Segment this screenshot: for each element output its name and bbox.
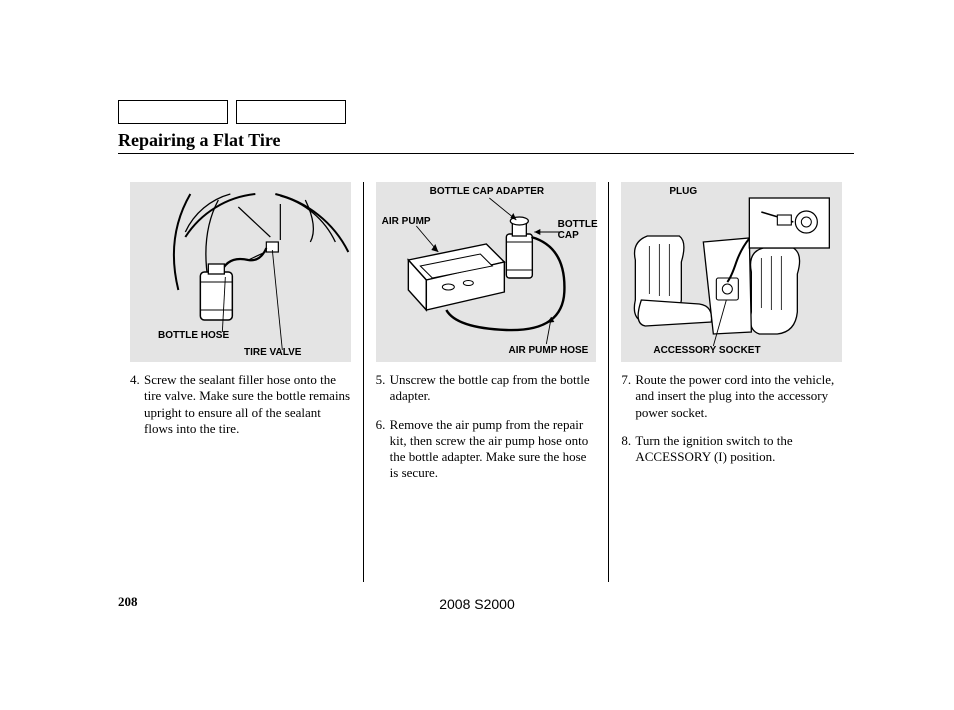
column-1: BOTTLE HOSE TIRE VALVE 4. Screw the seal… (118, 182, 363, 582)
figure-1: BOTTLE HOSE TIRE VALVE (130, 182, 351, 362)
step-5-num: 5. (376, 372, 390, 405)
manual-page: Repairing a Flat Tire (0, 0, 954, 710)
column-3: PLUG ACCESSORY SOCKET 7. Route the power… (608, 182, 854, 582)
figure-3: PLUG ACCESSORY SOCKET (621, 182, 842, 362)
title-rule (118, 153, 854, 154)
step-4-text: Screw the sealant filler hose onto the t… (144, 372, 351, 437)
figure-2-svg (376, 182, 597, 362)
figure-2: BOTTLE CAP ADAPTER AIR PUMP BOTTLE CAP A… (376, 182, 597, 362)
label-bottle-cap-adapter: BOTTLE CAP ADAPTER (430, 186, 544, 197)
step-8-num: 8. (621, 433, 635, 466)
label-accessory-socket: ACCESSORY SOCKET (653, 345, 760, 356)
header-boxes (118, 100, 854, 124)
content-columns: BOTTLE HOSE TIRE VALVE 4. Screw the seal… (118, 182, 854, 582)
step-4: 4. Screw the sealant filler hose onto th… (130, 372, 351, 437)
blank-field-2 (236, 100, 346, 124)
step-6-text: Remove the air pump from the repair kit,… (390, 417, 597, 482)
footer-model: 2008 S2000 (0, 596, 954, 612)
label-bottle-cap: BOTTLE CAP (558, 219, 598, 241)
step-7: 7. Route the power cord into the vehicle… (621, 372, 842, 421)
column-2: BOTTLE CAP ADAPTER AIR PUMP BOTTLE CAP A… (363, 182, 609, 582)
step-6-num: 6. (376, 417, 390, 482)
step-4-num: 4. (130, 372, 144, 437)
page-title: Repairing a Flat Tire (118, 130, 854, 151)
step-5-text: Unscrew the bottle cap from the bottle a… (390, 372, 597, 405)
blank-field-1 (118, 100, 228, 124)
label-air-pump: AIR PUMP (382, 216, 431, 227)
label-bottle-hose: BOTTLE HOSE (158, 330, 229, 341)
step-5: 5. Unscrew the bottle cap from the bottl… (376, 372, 597, 405)
label-tire-valve: TIRE VALVE (244, 347, 301, 358)
label-air-pump-hose: AIR PUMP HOSE (509, 345, 589, 356)
label-plug: PLUG (669, 186, 697, 197)
step-7-num: 7. (621, 372, 635, 421)
step-6: 6. Remove the air pump from the repair k… (376, 417, 597, 482)
figure-3-svg (621, 182, 842, 362)
step-8-text: Turn the ignition switch to the ACCESSOR… (635, 433, 842, 466)
step-8: 8. Turn the ignition switch to the ACCES… (621, 433, 842, 466)
step-7-text: Route the power cord into the vehicle, a… (635, 372, 842, 421)
